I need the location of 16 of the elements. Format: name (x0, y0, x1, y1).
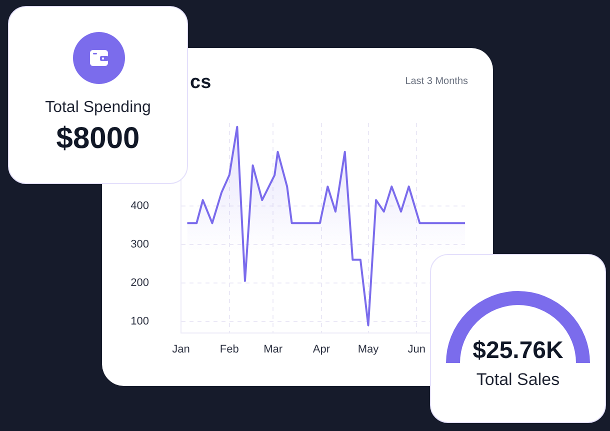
chart-title: cs (190, 72, 212, 94)
text: Total Sales (476, 370, 560, 390)
y-tick-label: 300 (130, 238, 149, 250)
x-tick-label: May (358, 344, 380, 356)
chart-subtitle: Last 3 Months (405, 76, 468, 88)
text: Total Spending (45, 98, 151, 118)
text: $25.76K (472, 337, 564, 365)
x-tick-label: Mar (264, 344, 283, 356)
x-tick-label: Jun (408, 344, 426, 356)
y-tick-label: 400 (130, 200, 149, 212)
x-tick-label: Apr (312, 344, 330, 356)
y-tick-label: 200 (130, 276, 149, 289)
x-tick-label: Feb (220, 344, 239, 356)
x-tick-label: Jan (172, 344, 190, 356)
y-tick-label: 100 (130, 315, 149, 328)
text: $8000 (56, 122, 140, 156)
